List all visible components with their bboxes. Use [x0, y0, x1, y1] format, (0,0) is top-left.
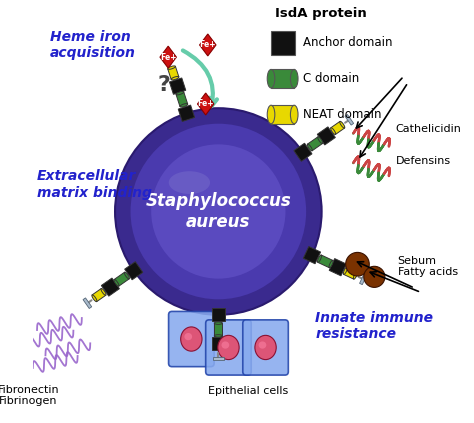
Circle shape	[364, 266, 385, 287]
Text: Staphylococcus
aureus: Staphylococcus aureus	[146, 192, 291, 231]
Polygon shape	[271, 69, 294, 88]
Ellipse shape	[354, 272, 357, 279]
Polygon shape	[200, 34, 216, 56]
Polygon shape	[212, 308, 225, 321]
Polygon shape	[308, 137, 323, 151]
Ellipse shape	[181, 327, 202, 351]
Polygon shape	[125, 262, 143, 280]
Polygon shape	[169, 78, 186, 94]
Text: NEAT domain: NEAT domain	[303, 108, 381, 121]
Polygon shape	[92, 288, 106, 302]
Circle shape	[130, 124, 306, 299]
Ellipse shape	[267, 69, 275, 88]
Text: Cathelicidin: Cathelicidin	[395, 124, 461, 134]
Ellipse shape	[340, 121, 345, 128]
Ellipse shape	[318, 255, 321, 262]
Polygon shape	[83, 298, 92, 308]
Polygon shape	[271, 31, 295, 55]
Polygon shape	[303, 247, 320, 264]
Polygon shape	[345, 115, 354, 125]
Polygon shape	[360, 274, 367, 285]
Polygon shape	[198, 93, 214, 115]
Polygon shape	[271, 105, 294, 124]
Text: Innate immune
resistance: Innate immune resistance	[315, 310, 433, 341]
Text: ?: ?	[157, 75, 170, 95]
Ellipse shape	[214, 335, 222, 337]
FancyBboxPatch shape	[169, 311, 214, 367]
Ellipse shape	[101, 288, 106, 295]
Text: Sebum
Fatty acids: Sebum Fatty acids	[398, 255, 457, 277]
Polygon shape	[212, 337, 225, 350]
Polygon shape	[178, 105, 195, 121]
Polygon shape	[214, 323, 222, 336]
Ellipse shape	[318, 137, 323, 143]
Ellipse shape	[331, 128, 336, 135]
Polygon shape	[164, 56, 174, 63]
Polygon shape	[168, 66, 179, 80]
Polygon shape	[213, 357, 224, 360]
Ellipse shape	[221, 341, 229, 349]
Text: Fe+: Fe+	[198, 99, 214, 108]
Polygon shape	[160, 46, 176, 68]
Ellipse shape	[176, 91, 184, 95]
Ellipse shape	[92, 295, 97, 302]
Ellipse shape	[218, 335, 239, 360]
Ellipse shape	[214, 322, 222, 324]
Polygon shape	[331, 121, 345, 135]
Ellipse shape	[329, 261, 333, 268]
Ellipse shape	[267, 105, 275, 124]
Circle shape	[151, 144, 285, 279]
Ellipse shape	[291, 105, 298, 124]
Ellipse shape	[307, 144, 312, 151]
Ellipse shape	[169, 171, 210, 194]
Ellipse shape	[168, 66, 175, 69]
FancyBboxPatch shape	[206, 320, 251, 375]
Ellipse shape	[184, 333, 192, 340]
Text: Heme iron
acquisition: Heme iron acquisition	[50, 30, 136, 60]
Polygon shape	[294, 143, 312, 161]
Ellipse shape	[114, 280, 119, 286]
Text: Anchor domain: Anchor domain	[303, 36, 392, 49]
Text: Fe+: Fe+	[160, 52, 176, 62]
Ellipse shape	[171, 77, 179, 80]
Circle shape	[115, 108, 322, 315]
Text: Fe+: Fe+	[200, 41, 216, 49]
Ellipse shape	[124, 272, 129, 279]
Text: Defensins: Defensins	[395, 156, 451, 166]
Polygon shape	[318, 255, 333, 268]
Polygon shape	[344, 267, 357, 279]
Ellipse shape	[259, 341, 266, 349]
Text: Epithelial cells: Epithelial cells	[208, 387, 288, 396]
Ellipse shape	[180, 104, 188, 107]
Ellipse shape	[255, 335, 276, 360]
Ellipse shape	[291, 69, 298, 88]
Text: Extracellular
matrix binding: Extracellular matrix binding	[37, 169, 152, 200]
Text: Fibronectin
Fibrinogen: Fibronectin Fibrinogen	[0, 385, 59, 407]
Polygon shape	[114, 272, 129, 286]
Circle shape	[346, 253, 369, 276]
Text: C domain: C domain	[303, 72, 359, 85]
FancyBboxPatch shape	[243, 320, 288, 375]
Text: IsdA protein: IsdA protein	[275, 7, 367, 20]
Ellipse shape	[343, 267, 347, 275]
Polygon shape	[101, 278, 119, 296]
Polygon shape	[329, 258, 346, 276]
Polygon shape	[317, 127, 336, 145]
Polygon shape	[176, 92, 188, 107]
